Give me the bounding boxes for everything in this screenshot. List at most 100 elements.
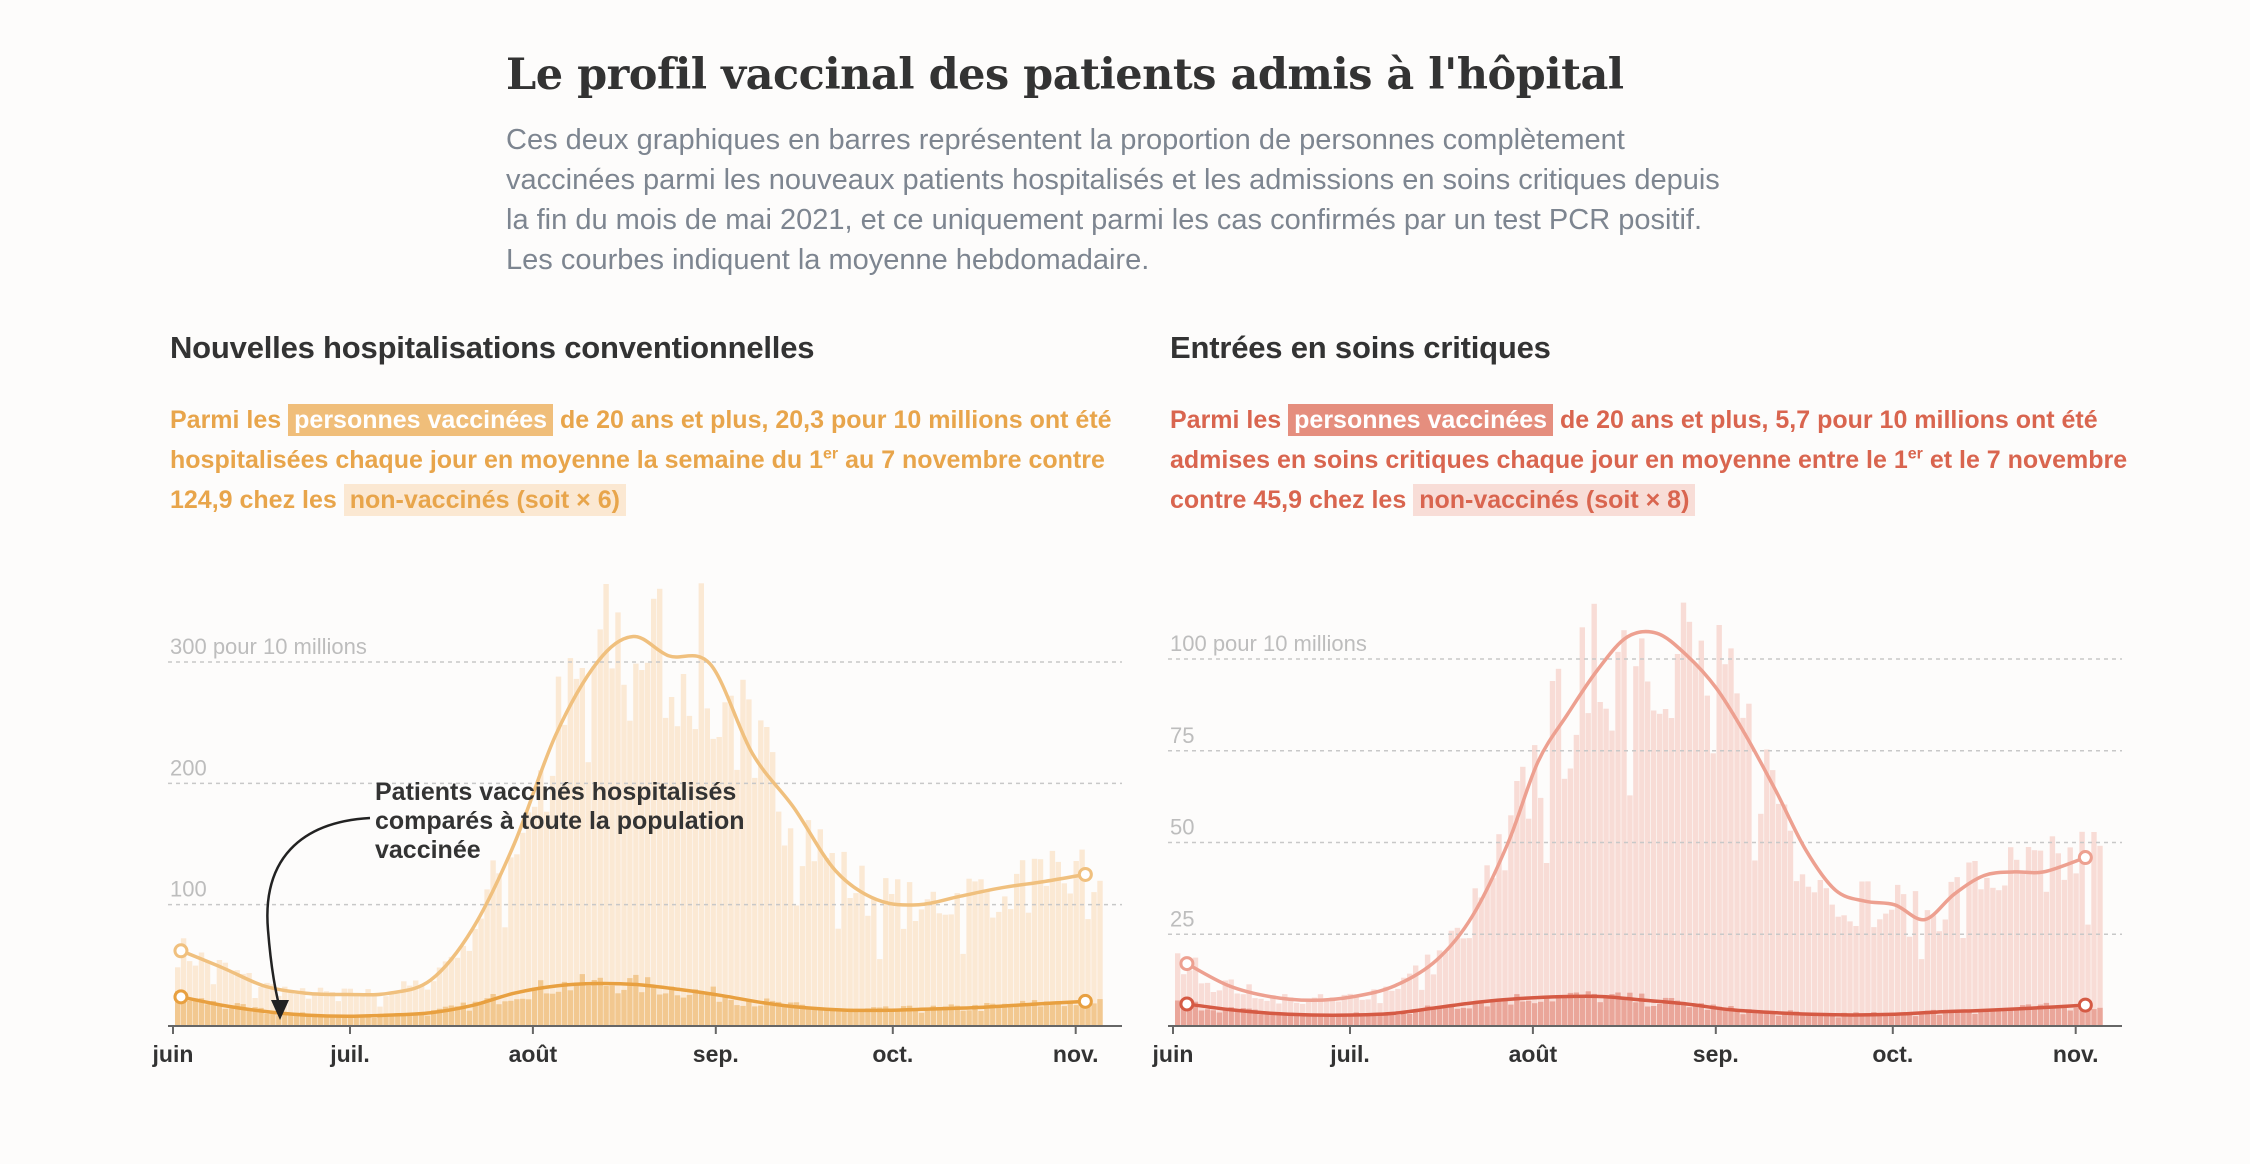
right-x-tick-label: oct. xyxy=(1872,1041,1913,1067)
right-unvaccinated-bar xyxy=(1353,994,1359,1026)
right-unvaccinated-bar xyxy=(1329,997,1336,1026)
right-unvaccinated-bar xyxy=(1871,927,1877,1026)
left-unvaccinated-bar xyxy=(549,775,556,1026)
right-vaccinated-bar xyxy=(1222,1008,1228,1026)
right-unvaccinated-bar xyxy=(1948,881,1954,1026)
left-unvaccinated-bar xyxy=(1091,892,1097,1026)
left-vaccinated-bar xyxy=(781,1006,788,1026)
right-vaccinated-bar xyxy=(1799,1012,1806,1026)
right-unvaccinated-bar xyxy=(1222,980,1228,1026)
right-unvaccinated-bar xyxy=(1454,927,1461,1026)
right-unvaccinated-bar xyxy=(1597,702,1603,1026)
left-unvaccinated-bar xyxy=(383,996,389,1026)
right-unvaccinated-bar xyxy=(1567,768,1574,1026)
right-vaccinated-bar xyxy=(1781,1011,1788,1026)
left-unvaccinated-highlight: non-vaccinés (soit × 6) xyxy=(343,484,626,516)
left-panel: Nouvelles hospitalisations conventionnel… xyxy=(170,330,1170,520)
left-unvaccinated-bar xyxy=(419,986,425,1026)
left-vaccinated-bar xyxy=(597,977,603,1026)
left-desc-sup: er xyxy=(823,445,839,463)
left-panel-title: Nouvelles hospitalisations conventionnel… xyxy=(170,330,815,365)
left-vaccinated-bar xyxy=(389,1016,395,1026)
right-unvaccinated-bar xyxy=(1895,884,1901,1026)
left-unvaccinated-bar xyxy=(234,970,240,1026)
left-unvaccinated-bar xyxy=(799,866,806,1026)
left-unvaccinated-bar xyxy=(597,629,603,1026)
right-vaccinated-bar xyxy=(1853,1012,1859,1026)
right-vaccinated-bar xyxy=(2067,1010,2073,1026)
left-vaccinated-bar xyxy=(877,1007,883,1026)
left-unvaccinated-bar xyxy=(734,769,740,1026)
left-unvaccinated-bar xyxy=(668,697,675,1026)
left-vaccinated-bars xyxy=(175,974,1103,1026)
right-vaccinated-bar xyxy=(1305,1014,1312,1026)
left-unvaccinated-bar xyxy=(490,860,496,1026)
right-vaccinated-bar xyxy=(1514,994,1520,1026)
right-unvaccinated-bar xyxy=(1270,995,1276,1026)
right-vaccinated-bar xyxy=(1186,1001,1193,1026)
left-unvaccinated-bar xyxy=(930,891,936,1026)
right-unvaccinated-bar xyxy=(1764,749,1770,1026)
left-unvaccinated-bar xyxy=(555,676,562,1026)
right-unvaccinated-marker xyxy=(2077,850,2093,866)
right-vaccinated-bar xyxy=(1252,1009,1258,1026)
right-unvaccinated-highlight: non-vaccinés (soit × 8) xyxy=(1413,484,1696,516)
right-vaccinated-bar xyxy=(1532,1003,1538,1026)
left-vaccinated-bar xyxy=(413,1012,419,1026)
left-unvaccinated-bar xyxy=(722,702,728,1026)
right-unvaccinated-bar xyxy=(1347,993,1353,1026)
left-vaccinated-bar xyxy=(472,1001,478,1026)
left-unvaccinated-bar xyxy=(186,961,193,1026)
right-unvaccinated-bar xyxy=(1728,648,1734,1026)
right-vaccinated-bar xyxy=(1835,1017,1841,1026)
right-vaccinated-bar xyxy=(1502,1000,1508,1026)
left-unvaccinated-bar xyxy=(639,670,645,1026)
right-panel-title: Entrées en soins critiques xyxy=(1170,330,1551,365)
right-vaccinated-bar xyxy=(1633,1002,1639,1026)
right-vaccinated-bar xyxy=(2002,1009,2008,1026)
left-vaccinated-bar xyxy=(972,1004,978,1026)
right-unvaccinated-bar xyxy=(2049,836,2056,1026)
left-unvaccinated-bar xyxy=(627,720,633,1026)
left-unvaccinated-bar xyxy=(1061,883,1067,1026)
left-unvaccinated-bar xyxy=(389,993,395,1026)
left-vaccinated-bar xyxy=(347,1016,353,1026)
left-vaccinated-bar xyxy=(240,1004,246,1026)
right-vaccinated-bar xyxy=(2025,1004,2032,1026)
right-unvaccinated-bar xyxy=(1311,997,1318,1026)
left-vaccinated-bar xyxy=(567,990,574,1026)
annotation-arrow-path xyxy=(266,816,371,1011)
left-vaccinated-bar xyxy=(591,980,597,1026)
right-vaccinated-bar xyxy=(2019,1005,2026,1026)
left-unvaccinated-bar xyxy=(294,993,300,1026)
right-unvaccinated-bar xyxy=(1668,718,1675,1026)
left-vaccinated-bar xyxy=(466,1010,472,1026)
left-vaccinated-highlight: personnes vaccinées xyxy=(288,404,554,436)
right-unvaccinated-bar xyxy=(1508,815,1514,1026)
right-vaccinated-bar xyxy=(1484,1006,1490,1026)
right-vaccinated-bar xyxy=(1865,1013,1871,1026)
left-vaccinated-bar xyxy=(460,1002,466,1026)
left-unvaccinated-bar xyxy=(662,717,669,1026)
left-unvaccinated-bar xyxy=(192,965,199,1026)
right-unvaccinated-bar xyxy=(1651,710,1657,1026)
left-unvaccinated-line xyxy=(180,634,1086,997)
right-vaccinated-bar xyxy=(2049,1005,2056,1026)
right-x-tick-label: nov. xyxy=(2053,1041,2099,1067)
left-unvaccinated-marker xyxy=(173,943,189,959)
right-vaccinated-bar xyxy=(1740,1014,1746,1026)
left-unvaccinated-bar xyxy=(1085,919,1091,1026)
right-vaccinated-bar xyxy=(1424,1005,1431,1026)
left-x-tick-label: sep. xyxy=(693,1041,739,1067)
left-unvaccinated-bar xyxy=(1049,850,1056,1026)
left-vaccinated-bar xyxy=(966,1010,972,1026)
right-vaccinated-bar xyxy=(1651,1006,1657,1026)
left-unvaccinated-bar xyxy=(270,984,276,1026)
left-unvaccinated-bar xyxy=(859,865,865,1026)
right-vaccinated-marker xyxy=(2077,997,2093,1013)
left-vaccinated-bar xyxy=(502,1001,508,1026)
right-vaccinated-bar xyxy=(1341,1014,1347,1026)
left-unvaccinated-bar xyxy=(674,726,681,1026)
left-unvaccinated-bar xyxy=(787,828,794,1026)
left-vaccinated-bar xyxy=(407,1015,413,1026)
